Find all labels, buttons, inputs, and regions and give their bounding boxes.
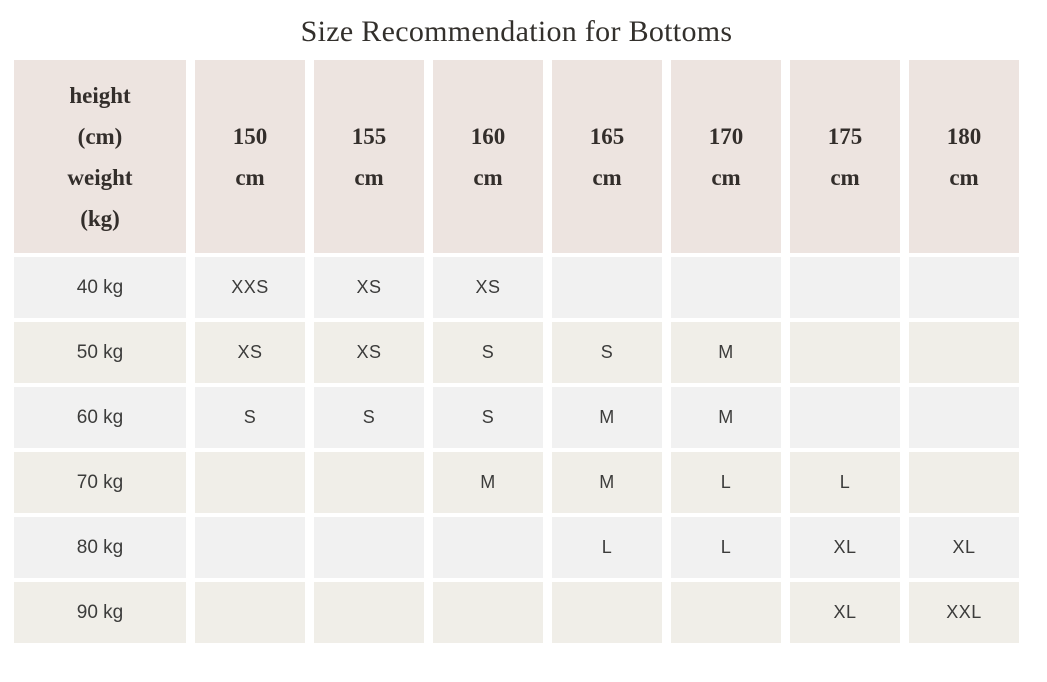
col-header-unit: cm bbox=[830, 164, 860, 190]
size-cell-80kg-175cm: XL bbox=[790, 517, 900, 578]
row-header-80kg: 80 kg bbox=[14, 517, 186, 578]
col-header-value: 160 bbox=[470, 123, 506, 149]
size-cell-40kg-150cm: XXS bbox=[195, 257, 305, 318]
row-header-90kg: 90 kg bbox=[14, 582, 186, 643]
size-cell-60kg-170cm: M bbox=[671, 387, 781, 448]
corner-header-line-cm: (cm) bbox=[77, 123, 123, 149]
size-cell-80kg-155cm bbox=[314, 517, 424, 578]
col-header-unit: cm bbox=[592, 164, 622, 190]
col-header-160cm: 160 cm bbox=[433, 60, 543, 253]
size-cell-60kg-180cm bbox=[909, 387, 1019, 448]
col-header-unit: cm bbox=[949, 164, 979, 190]
col-header-175cm: 175 cm bbox=[790, 60, 900, 253]
size-chart-page: Size Recommendation for Bottoms height (… bbox=[14, 0, 1019, 643]
size-cell-40kg-170cm bbox=[671, 257, 781, 318]
size-cell-90kg-175cm: XL bbox=[790, 582, 900, 643]
size-cell-50kg-170cm: M bbox=[671, 322, 781, 383]
corner-header-cell: height (cm) weight (kg) bbox=[14, 60, 186, 253]
size-cell-70kg-160cm: M bbox=[433, 452, 543, 513]
size-cell-40kg-180cm bbox=[909, 257, 1019, 318]
col-header-value: 155 bbox=[351, 123, 387, 149]
size-cell-70kg-150cm bbox=[195, 452, 305, 513]
size-cell-50kg-180cm bbox=[909, 322, 1019, 383]
size-cell-90kg-160cm bbox=[433, 582, 543, 643]
row-header-70kg: 70 kg bbox=[14, 452, 186, 513]
col-header-150cm: 150 cm bbox=[195, 60, 305, 253]
size-cell-90kg-165cm bbox=[552, 582, 662, 643]
col-header-unit: cm bbox=[473, 164, 503, 190]
size-cell-50kg-165cm: S bbox=[552, 322, 662, 383]
col-header-unit: cm bbox=[354, 164, 384, 190]
size-cell-60kg-150cm: S bbox=[195, 387, 305, 448]
size-cell-60kg-175cm bbox=[790, 387, 900, 448]
size-cell-40kg-160cm: XS bbox=[433, 257, 543, 318]
col-header-155cm: 155 cm bbox=[314, 60, 424, 253]
corner-header-line-weight: weight bbox=[67, 164, 133, 190]
col-header-value: 175 bbox=[827, 123, 863, 149]
size-cell-50kg-160cm: S bbox=[433, 322, 543, 383]
col-header-value: 170 bbox=[708, 123, 744, 149]
size-cell-80kg-170cm: L bbox=[671, 517, 781, 578]
corner-header-line-height: height bbox=[69, 82, 131, 108]
row-header-50kg: 50 kg bbox=[14, 322, 186, 383]
col-header-value: 150 bbox=[232, 123, 268, 149]
col-header-value: 165 bbox=[589, 123, 625, 149]
size-cell-50kg-175cm bbox=[790, 322, 900, 383]
size-cell-90kg-150cm bbox=[195, 582, 305, 643]
size-cell-50kg-150cm: XS bbox=[195, 322, 305, 383]
size-cell-70kg-165cm: M bbox=[552, 452, 662, 513]
row-header-60kg: 60 kg bbox=[14, 387, 186, 448]
col-header-unit: cm bbox=[235, 164, 265, 190]
size-cell-40kg-155cm: XS bbox=[314, 257, 424, 318]
size-cell-60kg-160cm: S bbox=[433, 387, 543, 448]
size-cell-80kg-150cm bbox=[195, 517, 305, 578]
col-header-180cm: 180 cm bbox=[909, 60, 1019, 253]
size-cell-40kg-175cm bbox=[790, 257, 900, 318]
size-cell-60kg-165cm: M bbox=[552, 387, 662, 448]
page-title: Size Recommendation for Bottoms bbox=[300, 15, 733, 48]
row-header-40kg: 40 kg bbox=[14, 257, 186, 318]
size-table: height (cm) weight (kg) 150 cm 155 cm 16… bbox=[14, 60, 1019, 643]
size-cell-70kg-175cm: L bbox=[790, 452, 900, 513]
col-header-165cm: 165 cm bbox=[552, 60, 662, 253]
size-cell-80kg-180cm: XL bbox=[909, 517, 1019, 578]
size-cell-90kg-180cm: XXL bbox=[909, 582, 1019, 643]
size-cell-40kg-165cm bbox=[552, 257, 662, 318]
corner-header-line-kg: (kg) bbox=[80, 205, 120, 231]
size-cell-80kg-160cm bbox=[433, 517, 543, 578]
size-cell-70kg-180cm bbox=[909, 452, 1019, 513]
size-cell-60kg-155cm: S bbox=[314, 387, 424, 448]
size-cell-50kg-155cm: XS bbox=[314, 322, 424, 383]
col-header-170cm: 170 cm bbox=[671, 60, 781, 253]
size-cell-90kg-170cm bbox=[671, 582, 781, 643]
size-cell-70kg-155cm bbox=[314, 452, 424, 513]
col-header-value: 180 bbox=[946, 123, 982, 149]
size-cell-90kg-155cm bbox=[314, 582, 424, 643]
col-header-unit: cm bbox=[711, 164, 741, 190]
size-cell-70kg-170cm: L bbox=[671, 452, 781, 513]
size-cell-80kg-165cm: L bbox=[552, 517, 662, 578]
